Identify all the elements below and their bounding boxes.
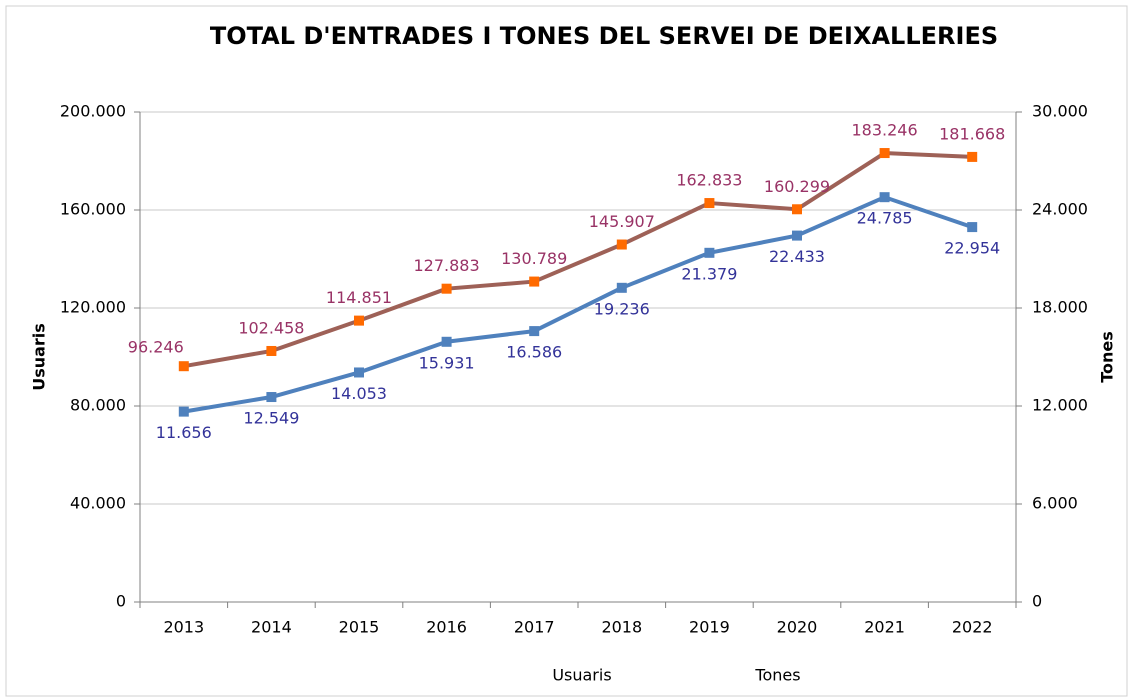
data-label: 130.789 (501, 249, 567, 268)
data-label: 96.246 (128, 338, 184, 357)
data-label: 21.379 (681, 264, 737, 283)
marker (354, 315, 364, 326)
data-label: 11.656 (156, 423, 212, 442)
marker (178, 361, 189, 372)
y-axis-title: Usuaris (30, 323, 49, 391)
data-label: 14.053 (331, 384, 387, 403)
marker (704, 247, 715, 258)
marker (792, 204, 802, 215)
data-label: 181.668 (939, 124, 1005, 143)
data-label: 24.785 (857, 209, 913, 228)
x-tick-label: 2017 (514, 618, 555, 637)
y-tick-label: 40.000 (70, 494, 126, 513)
marker (704, 198, 715, 209)
y-tick-label: 200.000 (60, 102, 126, 121)
data-label: 114.851 (326, 288, 392, 307)
x-tick-label: 2021 (864, 618, 905, 637)
x-tick-label: 2020 (777, 618, 818, 637)
y2-tick-label: 24.000 (1032, 200, 1088, 219)
x-tick-label: 2016 (426, 618, 467, 637)
x-tick-label: 2019 (689, 618, 730, 637)
marker (178, 406, 189, 417)
marker (616, 282, 627, 293)
marker (354, 367, 364, 378)
x-tick-label: 2015 (339, 618, 380, 637)
legend-label: Usuaris (552, 666, 611, 685)
chart-title: TOTAL D'ENTRADES I TONES DEL SERVEI DE D… (210, 22, 998, 50)
marker (266, 392, 277, 403)
marker (529, 276, 540, 287)
y2-tick-label: 18.000 (1032, 298, 1088, 317)
data-label: 16.586 (506, 343, 562, 362)
data-label: 22.954 (944, 239, 1000, 258)
marker (441, 336, 452, 347)
marker (792, 230, 802, 241)
marker (266, 345, 277, 356)
y2-axis-title: Tones (1098, 331, 1117, 383)
data-label: 183.246 (852, 121, 918, 140)
y2-tick-label: 12.000 (1032, 396, 1088, 415)
data-label: 160.299 (764, 177, 830, 196)
data-label: 15.931 (419, 353, 475, 372)
y-tick-label: 120.000 (60, 298, 126, 317)
data-label: 145.907 (589, 212, 655, 231)
series-line (183, 151, 973, 369)
data-label: 162.833 (676, 171, 742, 190)
legend-label: Tones (754, 666, 800, 685)
x-tick-label: 2022 (952, 618, 993, 637)
marker (967, 222, 978, 233)
x-tick-label: 2013 (163, 618, 204, 637)
marker (616, 239, 627, 250)
data-label: 102.458 (238, 318, 304, 337)
y-tick-label: 0 (116, 592, 126, 611)
data-label: 19.236 (594, 299, 650, 318)
data-label: 22.433 (769, 247, 825, 266)
x-tick-label: 2018 (601, 618, 642, 637)
series-line (183, 195, 973, 414)
chart-border (5, 5, 1128, 697)
y-tick-label: 80.000 (70, 396, 126, 415)
data-label: 127.883 (414, 256, 480, 275)
marker (441, 283, 452, 294)
y-tick-label: 160.000 (60, 200, 126, 219)
marker (967, 151, 978, 162)
marker (879, 148, 890, 159)
x-tick-label: 2014 (251, 618, 292, 637)
y2-tick-label: 6.000 (1032, 494, 1078, 513)
marker (879, 192, 890, 203)
y2-tick-label: 30.000 (1032, 102, 1088, 121)
marker (529, 326, 540, 337)
y2-tick-label: 0 (1032, 592, 1042, 611)
data-label: 12.549 (243, 409, 299, 428)
